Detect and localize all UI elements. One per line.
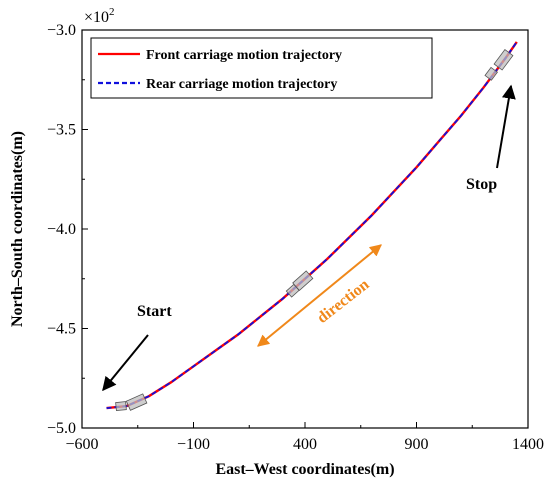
- direction-arrow: [257, 244, 382, 347]
- y-tick-label: −5.0: [47, 420, 76, 437]
- x-tick-label: −100: [177, 436, 210, 453]
- legend: Front carriage motion trajectory Rear ca…: [90, 37, 433, 99]
- y-axis-label: North–South coordinates(m): [9, 131, 26, 327]
- x-tick-label: 400: [293, 436, 317, 453]
- y-tick-label: −4.5: [47, 321, 76, 338]
- legend-box: [90, 37, 433, 99]
- x-axis-ticks: −600 −100 400 900 1400: [65, 422, 544, 453]
- legend-front-label: Front carriage motion trajectory: [146, 48, 342, 63]
- carriage-marker: [125, 393, 148, 411]
- carriage-marker: [493, 49, 514, 71]
- start-annotation: Start: [137, 303, 172, 320]
- y-tick-label: −4.0: [47, 221, 76, 238]
- y-axis-ticks: −5.0 −4.5 −4.0 −3.5 −3.0: [47, 22, 88, 437]
- rear-trajectory-line: [106, 41, 518, 409]
- y-multiplier: ×102: [84, 6, 115, 26]
- y-tick-label: −3.0: [47, 22, 76, 39]
- stop-annotation: Stop: [466, 176, 497, 193]
- carriage-marker: [484, 66, 498, 81]
- stop-arrow: [496, 84, 516, 169]
- x-axis-label: East–West coordinates(m): [215, 461, 394, 478]
- x-tick-label: −600: [65, 436, 98, 453]
- y-tick-label: −3.5: [47, 122, 76, 139]
- x-tick-label: 900: [405, 436, 429, 453]
- carriage-marker: [115, 401, 127, 412]
- x-tick-label: 1400: [512, 436, 544, 453]
- start-arrow: [102, 334, 149, 392]
- legend-rear-label: Rear carriage motion trajectory: [146, 77, 337, 92]
- direction-label: direction: [314, 276, 373, 327]
